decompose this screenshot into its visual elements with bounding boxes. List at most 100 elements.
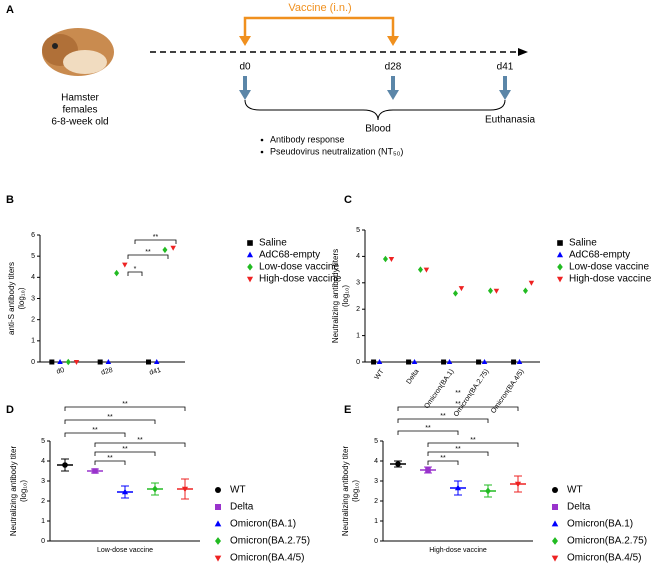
legend-label: Delta: [230, 502, 254, 513]
marker: [122, 262, 128, 268]
y-axis-label: (log₁₀): [341, 285, 350, 307]
significance-bracket: [427, 442, 519, 447]
significance-bracket: [397, 406, 519, 411]
marker: [454, 484, 462, 491]
marker: [215, 504, 221, 510]
marker: [528, 280, 535, 286]
y-tick-label: 5: [356, 227, 360, 234]
marker: [247, 240, 253, 246]
significance-bracket: [64, 419, 156, 424]
animal-text: 6-8-week old: [51, 117, 108, 128]
marker: [62, 462, 68, 468]
marker: [556, 276, 564, 283]
readout: Pseudovirus neutralization (NT₅₀): [270, 146, 403, 156]
brace: [244, 99, 506, 121]
panel-label: C: [344, 194, 352, 206]
marker: [423, 267, 430, 273]
x-tick-label: Delta: [406, 368, 421, 385]
vaccine-label: Vaccine (i.n.): [288, 2, 351, 14]
marker: [551, 520, 559, 527]
legend-label: WT: [230, 485, 246, 496]
significance-label: **: [122, 446, 128, 453]
marker: [557, 263, 563, 271]
significance-label: **: [455, 401, 461, 408]
significance-label: **: [440, 455, 446, 462]
marker: [552, 487, 558, 493]
significance-label: **: [455, 446, 461, 453]
readout: Antibody response: [270, 134, 345, 144]
marker: [516, 359, 523, 364]
y-tick-label: 2: [31, 317, 35, 324]
y-tick-label: 0: [356, 359, 360, 366]
marker: [382, 255, 388, 263]
marker: [153, 359, 160, 364]
marker: [214, 520, 222, 527]
bullet: [260, 150, 264, 154]
panel-label: B: [6, 194, 14, 206]
marker: [406, 359, 412, 365]
day-label: d0: [239, 62, 251, 73]
x-axis-label: High-dose vaccine: [429, 547, 487, 554]
marker: [485, 487, 491, 495]
marker: [121, 488, 129, 495]
x-tick-label: WT: [374, 368, 386, 382]
y-tick-label: 5: [374, 438, 378, 445]
significance-bracket: [397, 430, 459, 435]
panel-label: A: [6, 4, 14, 16]
marker: [162, 246, 168, 254]
significance-label: **: [440, 413, 446, 420]
significance-bracket: [397, 418, 489, 423]
marker: [481, 359, 488, 364]
panel-a: A Hamster females 6-8-week old Vaccine (…: [6, 2, 535, 156]
marker: [215, 487, 221, 493]
timeline-arrowhead: [518, 48, 528, 56]
x-tick-label: Omicron(BA.1): [423, 368, 455, 410]
marker: [522, 287, 528, 294]
marker: [371, 359, 377, 365]
x-tick-label: d28: [100, 367, 113, 377]
significance-bracket: [94, 442, 186, 447]
significance-label: **: [145, 249, 151, 256]
significance-label: **: [107, 414, 113, 421]
y-tick-label: 5: [31, 253, 35, 260]
significance-bracket: [134, 239, 177, 244]
y-tick-label: 4: [374, 458, 378, 465]
marker: [411, 359, 418, 364]
significance-bracket: [94, 460, 126, 465]
legend-label: Low-dose vaccine: [569, 262, 649, 273]
legend-label: Omicron(BA.1): [230, 519, 296, 530]
marker: [552, 537, 558, 545]
y-tick-label: 4: [31, 274, 35, 281]
significance-label: **: [153, 234, 159, 241]
significance-label: **: [470, 437, 476, 444]
marker: [552, 504, 558, 510]
panel-label: D: [6, 404, 14, 416]
y-tick-label: 1: [31, 338, 35, 345]
y-axis-label: anti-S antibody titers: [7, 262, 16, 335]
marker: [215, 537, 221, 545]
marker: [49, 359, 55, 365]
x-tick-label: d0: [56, 367, 65, 376]
legend-label: WT: [567, 485, 583, 496]
y-axis-label: Neutralizing antibody titers: [331, 249, 340, 343]
significance-label: **: [122, 401, 128, 408]
marker: [246, 276, 254, 283]
marker: [152, 485, 158, 493]
y-axis-label: (log₁₀): [17, 287, 26, 309]
marker: [556, 251, 564, 258]
y-tick-label: 3: [374, 478, 378, 485]
legend-label: High-dose vaccine: [569, 274, 652, 285]
marker: [105, 359, 112, 364]
marker: [395, 461, 401, 467]
legend-label: Delta: [567, 502, 591, 513]
significance-bracket: [64, 406, 186, 411]
significance-bracket: [427, 451, 489, 456]
significance-bracket: [127, 254, 169, 259]
y-tick-label: 0: [41, 538, 45, 545]
legend-label: Omicron(BA.4/5): [567, 553, 641, 564]
y-axis-label: Neutralizing antibody titer: [9, 446, 18, 537]
marker: [446, 359, 453, 364]
panel-label: E: [344, 404, 351, 416]
marker: [511, 359, 517, 365]
